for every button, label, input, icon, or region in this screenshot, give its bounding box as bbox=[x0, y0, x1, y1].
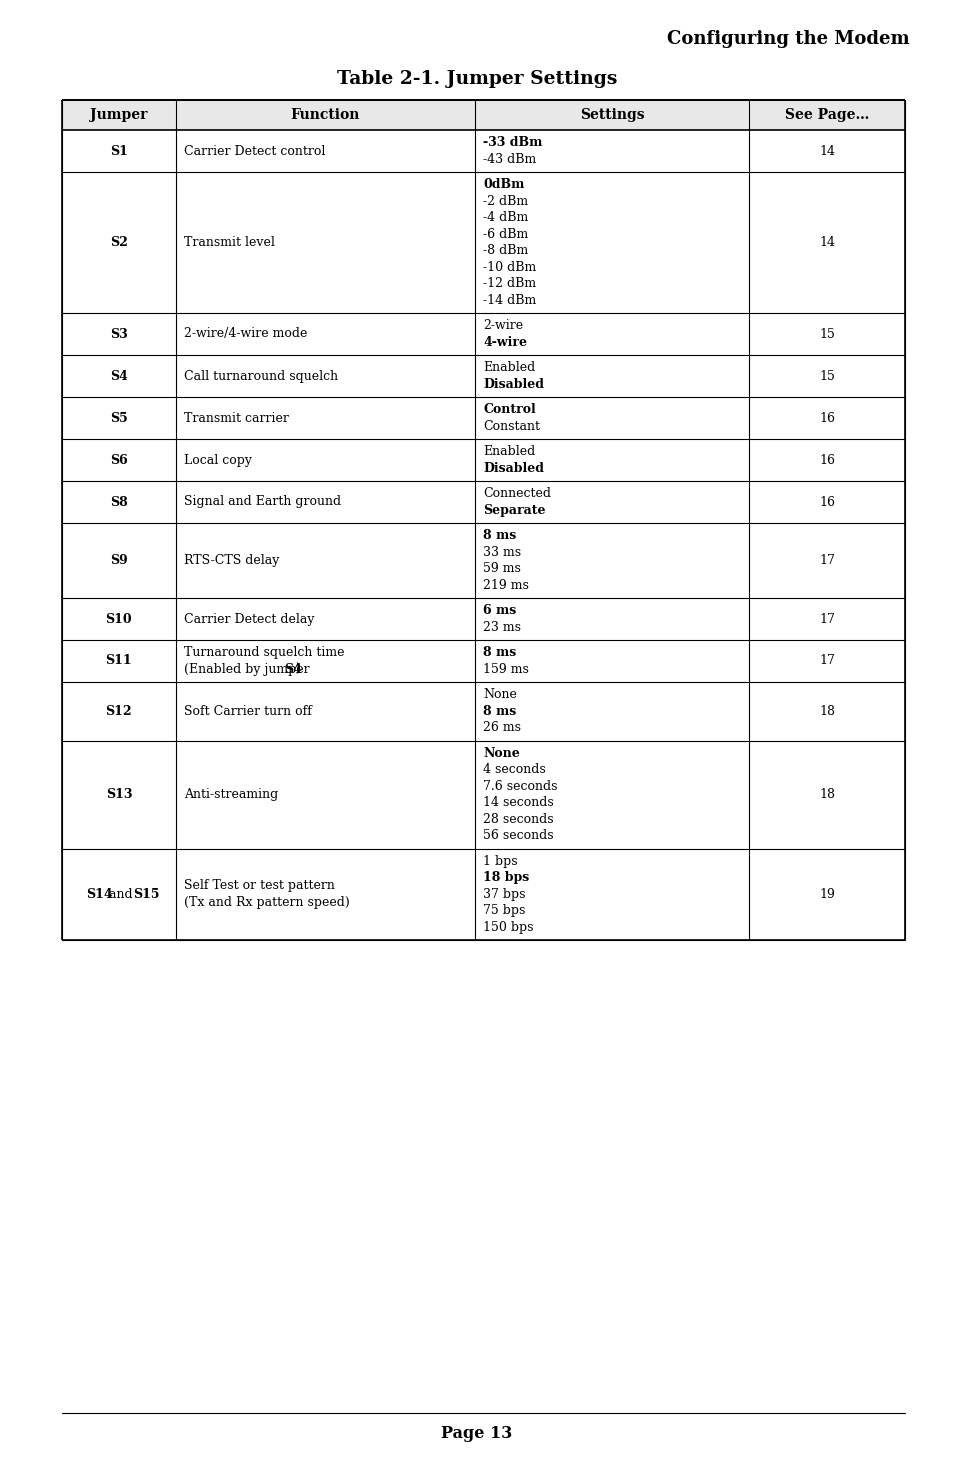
Text: 37 bps: 37 bps bbox=[482, 888, 525, 901]
Text: 4-wire: 4-wire bbox=[482, 336, 526, 348]
Text: Enabled: Enabled bbox=[482, 361, 535, 375]
Text: 28 seconds: 28 seconds bbox=[482, 813, 553, 826]
Text: S14: S14 bbox=[86, 888, 112, 901]
Text: RTS-CTS delay: RTS-CTS delay bbox=[184, 555, 279, 566]
Text: 18: 18 bbox=[819, 788, 834, 801]
Text: 4 seconds: 4 seconds bbox=[482, 763, 545, 776]
Text: (Tx and Rx pattern speed): (Tx and Rx pattern speed) bbox=[184, 895, 349, 909]
Text: Enabled: Enabled bbox=[482, 445, 535, 459]
Text: 159 ms: 159 ms bbox=[482, 662, 528, 676]
Text: 59 ms: 59 ms bbox=[482, 562, 520, 575]
Text: 26 ms: 26 ms bbox=[482, 721, 520, 735]
Text: S1: S1 bbox=[110, 145, 128, 158]
Text: S6: S6 bbox=[110, 453, 128, 466]
Text: 7.6 seconds: 7.6 seconds bbox=[482, 780, 557, 792]
Text: 15: 15 bbox=[819, 327, 834, 341]
Text: ): ) bbox=[295, 662, 300, 676]
Text: 17: 17 bbox=[819, 555, 834, 566]
Text: S4: S4 bbox=[284, 662, 302, 676]
Text: Jumper: Jumper bbox=[91, 108, 148, 122]
Text: -14 dBm: -14 dBm bbox=[482, 294, 536, 307]
Text: 8 ms: 8 ms bbox=[482, 705, 516, 718]
Text: -4 dBm: -4 dBm bbox=[482, 211, 528, 224]
Text: Carrier Detect control: Carrier Detect control bbox=[184, 145, 325, 158]
Text: Settings: Settings bbox=[579, 108, 643, 122]
Text: 75 bps: 75 bps bbox=[482, 904, 525, 917]
Text: -12 dBm: -12 dBm bbox=[482, 277, 536, 291]
Text: Connected: Connected bbox=[482, 487, 551, 500]
Text: 14: 14 bbox=[819, 145, 834, 158]
Text: Turnaround squelch time: Turnaround squelch time bbox=[184, 646, 344, 659]
Text: 0dBm: 0dBm bbox=[482, 178, 524, 192]
Text: 16: 16 bbox=[819, 496, 834, 509]
Text: See Page…: See Page… bbox=[784, 108, 868, 122]
Text: -6 dBm: -6 dBm bbox=[482, 227, 528, 240]
Text: S10: S10 bbox=[106, 612, 132, 625]
Text: Separate: Separate bbox=[482, 504, 545, 516]
Text: Function: Function bbox=[291, 108, 359, 122]
Text: 2-wire/4-wire mode: 2-wire/4-wire mode bbox=[184, 327, 307, 341]
Text: -10 dBm: -10 dBm bbox=[482, 261, 536, 274]
Text: 1 bps: 1 bps bbox=[482, 854, 517, 867]
Text: 8 ms: 8 ms bbox=[482, 646, 516, 659]
Text: Page 13: Page 13 bbox=[441, 1425, 512, 1443]
Text: 8 ms: 8 ms bbox=[482, 530, 516, 543]
Text: S15: S15 bbox=[132, 888, 159, 901]
Text: Call turnaround squelch: Call turnaround squelch bbox=[184, 370, 337, 382]
Text: Local copy: Local copy bbox=[184, 453, 252, 466]
Text: Control: Control bbox=[482, 403, 536, 416]
Text: S8: S8 bbox=[110, 496, 128, 509]
Text: 17: 17 bbox=[819, 612, 834, 625]
Text: S5: S5 bbox=[110, 412, 128, 425]
Text: 33 ms: 33 ms bbox=[482, 546, 520, 559]
Text: S4: S4 bbox=[110, 370, 128, 382]
Text: 2-wire: 2-wire bbox=[482, 319, 522, 332]
Text: 56 seconds: 56 seconds bbox=[482, 829, 553, 842]
Text: S9: S9 bbox=[110, 555, 128, 566]
Text: 19: 19 bbox=[819, 888, 834, 901]
Text: and: and bbox=[105, 888, 136, 901]
Text: Self Test or test pattern: Self Test or test pattern bbox=[184, 879, 335, 892]
Text: -2 dBm: -2 dBm bbox=[482, 195, 528, 208]
Text: S2: S2 bbox=[110, 236, 128, 249]
Text: 219 ms: 219 ms bbox=[482, 578, 528, 591]
Text: Carrier Detect delay: Carrier Detect delay bbox=[184, 612, 314, 625]
Bar bbox=[62, 100, 904, 130]
Text: Soft Carrier turn off: Soft Carrier turn off bbox=[184, 705, 312, 718]
Text: Table 2-1. Jumper Settings: Table 2-1. Jumper Settings bbox=[336, 69, 617, 88]
Text: 18 bps: 18 bps bbox=[482, 872, 529, 884]
Text: 17: 17 bbox=[819, 655, 834, 668]
Text: 23 ms: 23 ms bbox=[482, 621, 520, 634]
Text: (Enabled by jumper: (Enabled by jumper bbox=[184, 662, 314, 676]
Text: 16: 16 bbox=[819, 453, 834, 466]
Text: Disabled: Disabled bbox=[482, 462, 543, 475]
Text: 14 seconds: 14 seconds bbox=[482, 796, 554, 810]
Text: Transmit level: Transmit level bbox=[184, 236, 274, 249]
Text: -43 dBm: -43 dBm bbox=[482, 153, 536, 165]
Text: 150 bps: 150 bps bbox=[482, 920, 533, 934]
Text: None: None bbox=[482, 689, 517, 701]
Text: -8 dBm: -8 dBm bbox=[482, 245, 528, 257]
Text: S12: S12 bbox=[106, 705, 132, 718]
Text: 14: 14 bbox=[819, 236, 834, 249]
Text: Constant: Constant bbox=[482, 420, 539, 432]
Text: -33 dBm: -33 dBm bbox=[482, 136, 542, 149]
Text: 18: 18 bbox=[819, 705, 834, 718]
Text: 16: 16 bbox=[819, 412, 834, 425]
Text: 6 ms: 6 ms bbox=[482, 605, 516, 617]
Text: S11: S11 bbox=[106, 655, 132, 668]
Text: Transmit carrier: Transmit carrier bbox=[184, 412, 289, 425]
Text: Anti-streaming: Anti-streaming bbox=[184, 788, 277, 801]
Text: None: None bbox=[482, 746, 519, 760]
Text: S3: S3 bbox=[110, 327, 128, 341]
Text: Signal and Earth ground: Signal and Earth ground bbox=[184, 496, 340, 509]
Text: Configuring the Modem: Configuring the Modem bbox=[667, 30, 909, 49]
Text: 15: 15 bbox=[819, 370, 834, 382]
Text: S13: S13 bbox=[106, 788, 132, 801]
Text: Disabled: Disabled bbox=[482, 378, 543, 391]
